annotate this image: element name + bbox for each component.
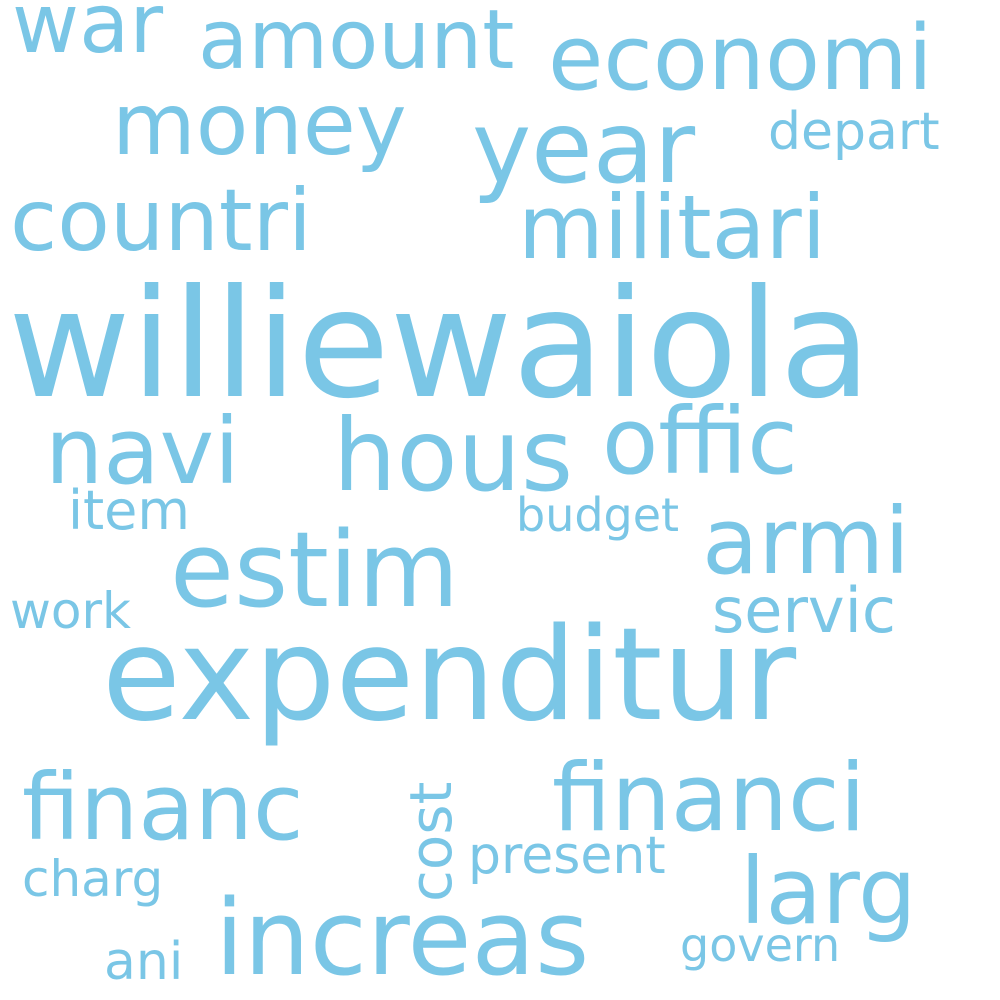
word-charg: charg <box>22 850 164 908</box>
word-financ: financ <box>22 754 304 861</box>
word-budget: budget <box>516 488 680 542</box>
word-work: work <box>10 582 131 640</box>
word-increas: increas <box>215 877 590 999</box>
word-financi: financi <box>552 744 866 853</box>
word-govern: govern <box>680 918 841 972</box>
word-money: money <box>112 75 407 175</box>
word-depart: depart <box>768 102 940 162</box>
word-estim: estim <box>170 509 460 631</box>
word-item: item <box>68 479 191 542</box>
word-expenditur: expenditur <box>102 601 797 750</box>
word-offic: offic <box>602 388 798 495</box>
word-ani: ani <box>104 932 184 992</box>
word-war: war <box>12 0 164 72</box>
word-amount: amount <box>198 0 515 88</box>
word-countri: countri <box>10 171 312 271</box>
word-servic: servic <box>712 574 896 647</box>
word-williewaiola: williewaiola <box>8 258 872 432</box>
word-armi: armi <box>702 488 910 595</box>
word-present: present <box>468 826 666 886</box>
word-hous: hous <box>333 397 574 514</box>
word-year: year <box>472 89 696 206</box>
word-larg: larg <box>740 838 917 945</box>
word-navi: navi <box>45 398 240 505</box>
word-militari: militari <box>518 176 827 279</box>
word-economi: economi <box>548 6 933 111</box>
